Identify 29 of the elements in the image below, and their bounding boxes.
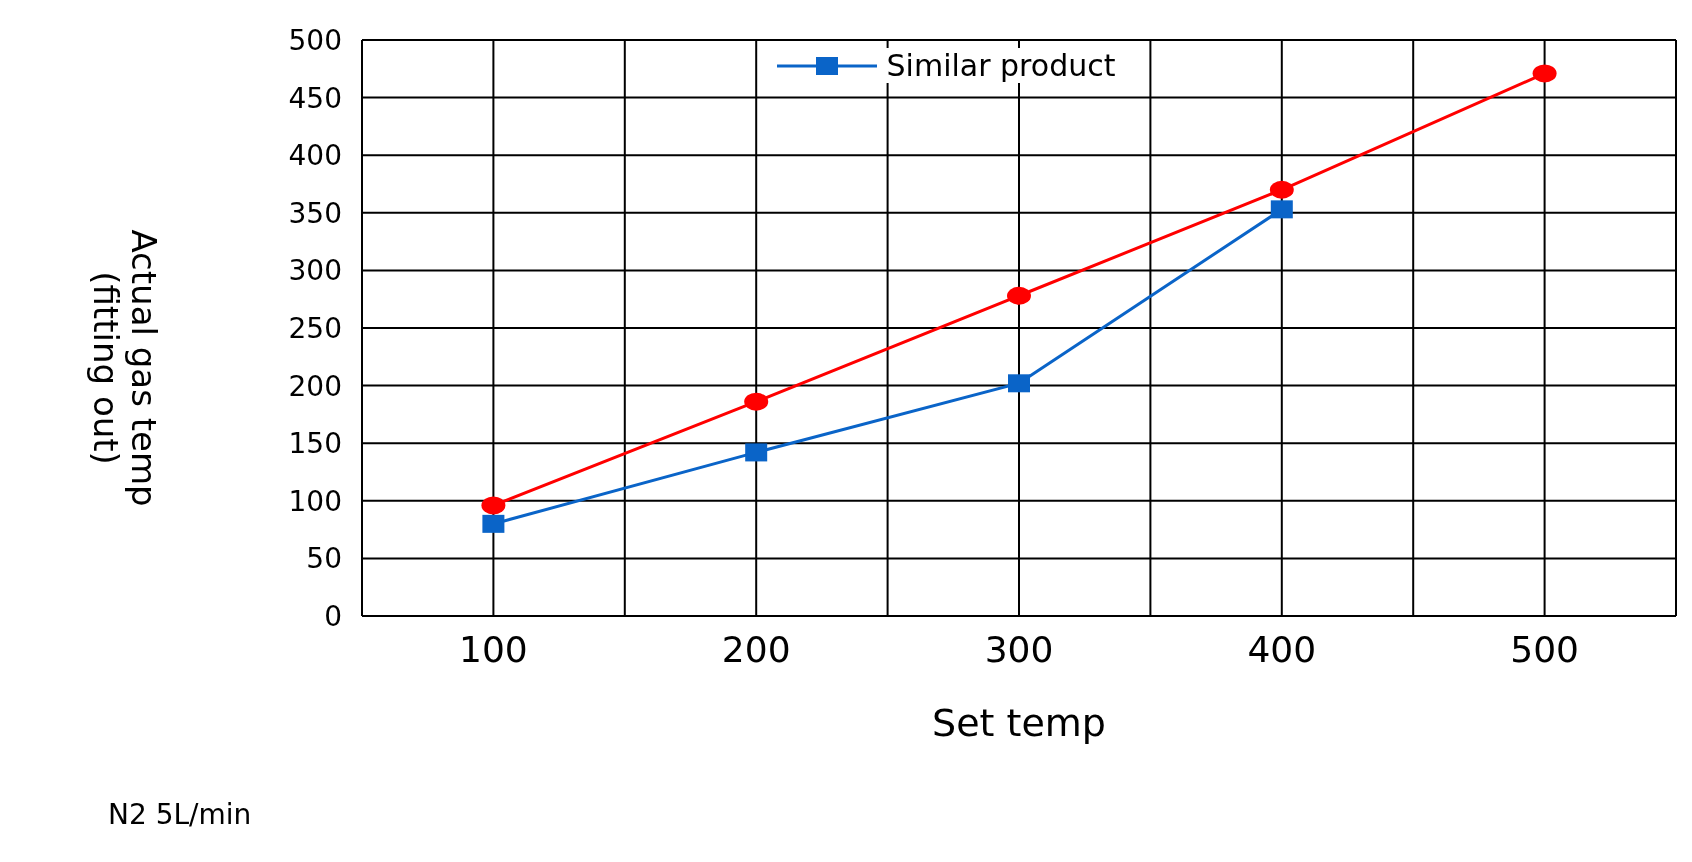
point	[745, 443, 768, 462]
y-tick-label: 50	[306, 542, 342, 576]
y-tick-label: 150	[288, 427, 342, 461]
y-tick-label: 500	[288, 23, 342, 57]
point	[1532, 64, 1557, 83]
legend-label: Similar product	[886, 48, 1116, 83]
y-tick-label: 250	[288, 311, 342, 345]
point	[744, 392, 769, 411]
y-tick-label: 100	[288, 484, 342, 518]
y-tick-label: 350	[288, 196, 342, 230]
x-tick-label: 200	[721, 628, 791, 670]
y-tick-label: 450	[288, 81, 342, 115]
point	[1269, 180, 1294, 199]
x-tick-label: 300	[984, 628, 1054, 670]
text: N2 5L/min	[108, 798, 252, 831]
y-tick-label: 300	[288, 254, 342, 288]
point	[1008, 374, 1030, 393]
x-tick-label: 100	[459, 628, 528, 670]
y-tick-label: 0	[324, 599, 342, 633]
y-axis-title: Actual gas temp (fitting out)	[86, 229, 164, 507]
point	[1270, 200, 1293, 219]
x-tick-label: 400	[1247, 628, 1317, 670]
y-tick-label: 400	[288, 139, 342, 173]
x-tick-label: 500	[1510, 628, 1579, 670]
x-axis-title: Set temp	[932, 701, 1106, 745]
point	[482, 514, 505, 533]
point	[1007, 286, 1031, 305]
y-tick-label: 200	[288, 369, 342, 403]
point	[481, 496, 506, 515]
